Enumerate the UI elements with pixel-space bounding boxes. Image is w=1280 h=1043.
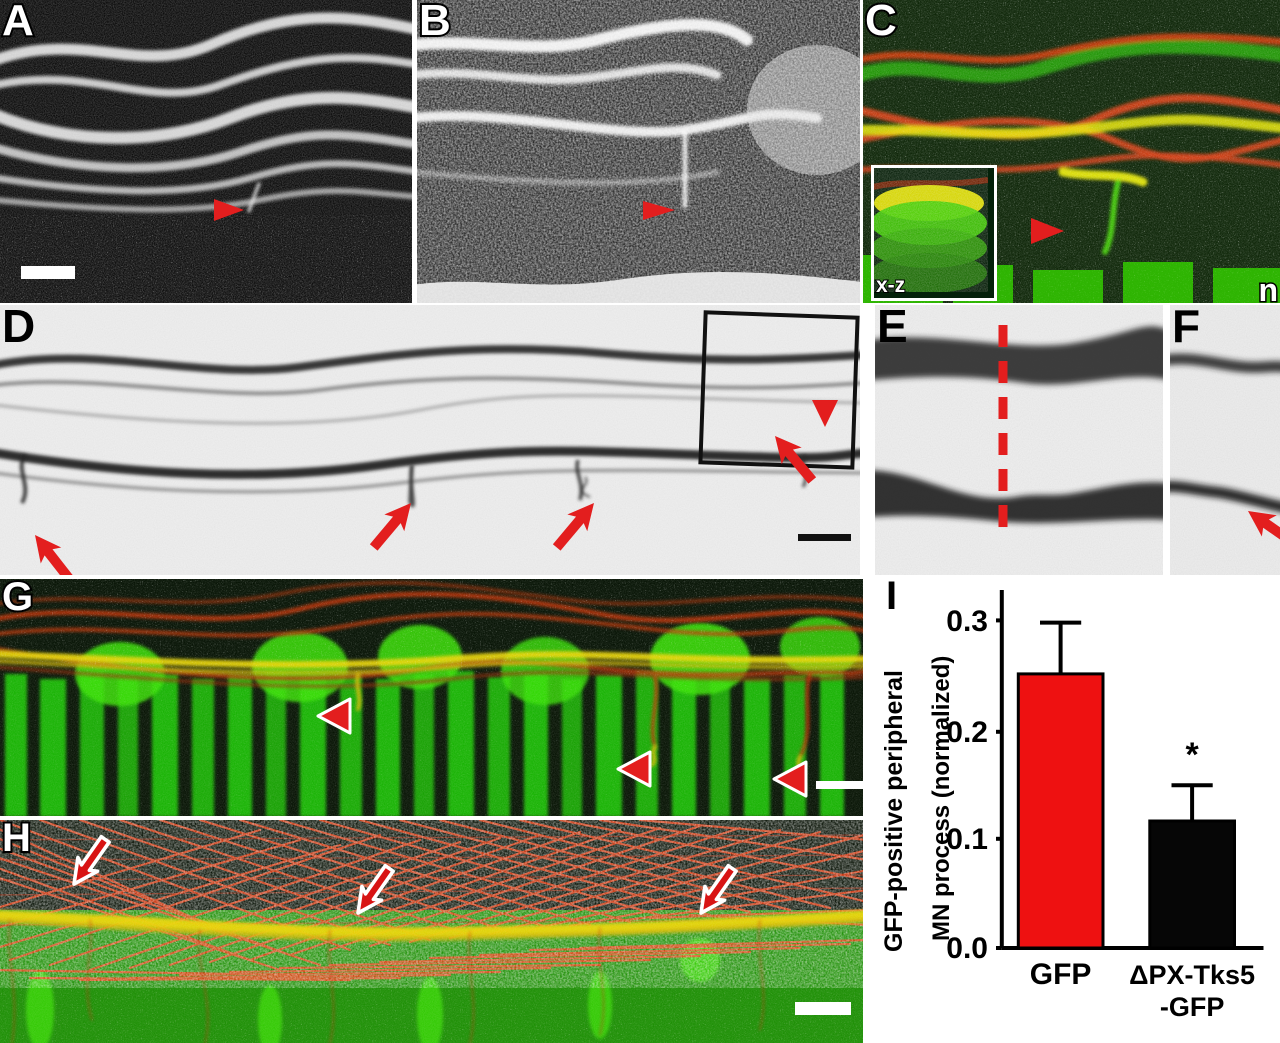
svg-text:-GFP: -GFP bbox=[1160, 992, 1225, 1022]
svg-text:ΔPX-Tks5: ΔPX-Tks5 bbox=[1129, 960, 1255, 990]
svg-text:GFP: GFP bbox=[1030, 958, 1092, 991]
svg-text:*: * bbox=[1185, 736, 1199, 774]
